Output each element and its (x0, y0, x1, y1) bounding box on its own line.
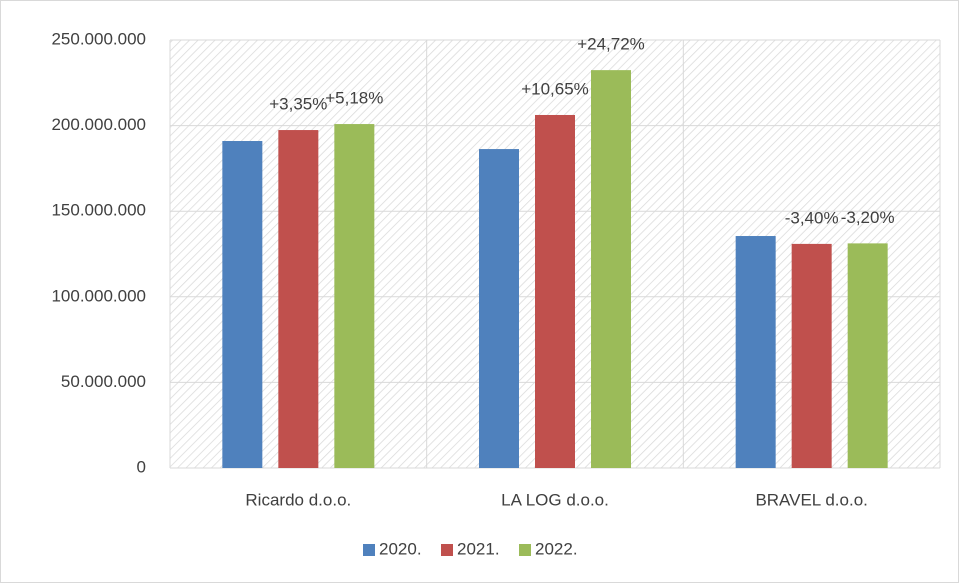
y-tick-label: 0 (137, 457, 146, 476)
x-tick-label: Ricardo d.o.o. (245, 490, 351, 509)
legend-swatch (363, 544, 375, 556)
x-tick-label: LA LOG d.o.o. (501, 490, 609, 509)
bar (278, 130, 319, 468)
legend-label: 2021. (457, 539, 500, 558)
bar (479, 149, 519, 469)
bar (334, 124, 375, 468)
legend-label: 2020. (379, 539, 422, 558)
change-label: +10,65% (521, 79, 589, 98)
legend-swatch (441, 544, 453, 556)
y-tick-label: 150.000.000 (51, 201, 146, 220)
change-label: +5,18% (325, 89, 383, 108)
bar (847, 243, 888, 468)
y-tick-label: 200.000.000 (51, 115, 146, 134)
change-label: -3,40% (785, 208, 839, 227)
change-label: +3,35% (269, 95, 327, 114)
y-tick-label: 50.000.000 (61, 372, 146, 391)
y-tick-label: 250.000.000 (51, 29, 146, 48)
bar (222, 141, 263, 468)
bar (735, 236, 776, 468)
legend-label: 2022. (535, 539, 578, 558)
change-label: +24,72% (577, 35, 645, 54)
legend-swatch (519, 544, 531, 556)
change-label: -3,20% (841, 208, 895, 227)
y-tick-label: 100.000.000 (51, 286, 146, 305)
bar (535, 114, 575, 469)
x-tick-label: BRAVEL d.o.o. (755, 490, 867, 509)
bar (591, 70, 631, 469)
bar (791, 243, 832, 468)
